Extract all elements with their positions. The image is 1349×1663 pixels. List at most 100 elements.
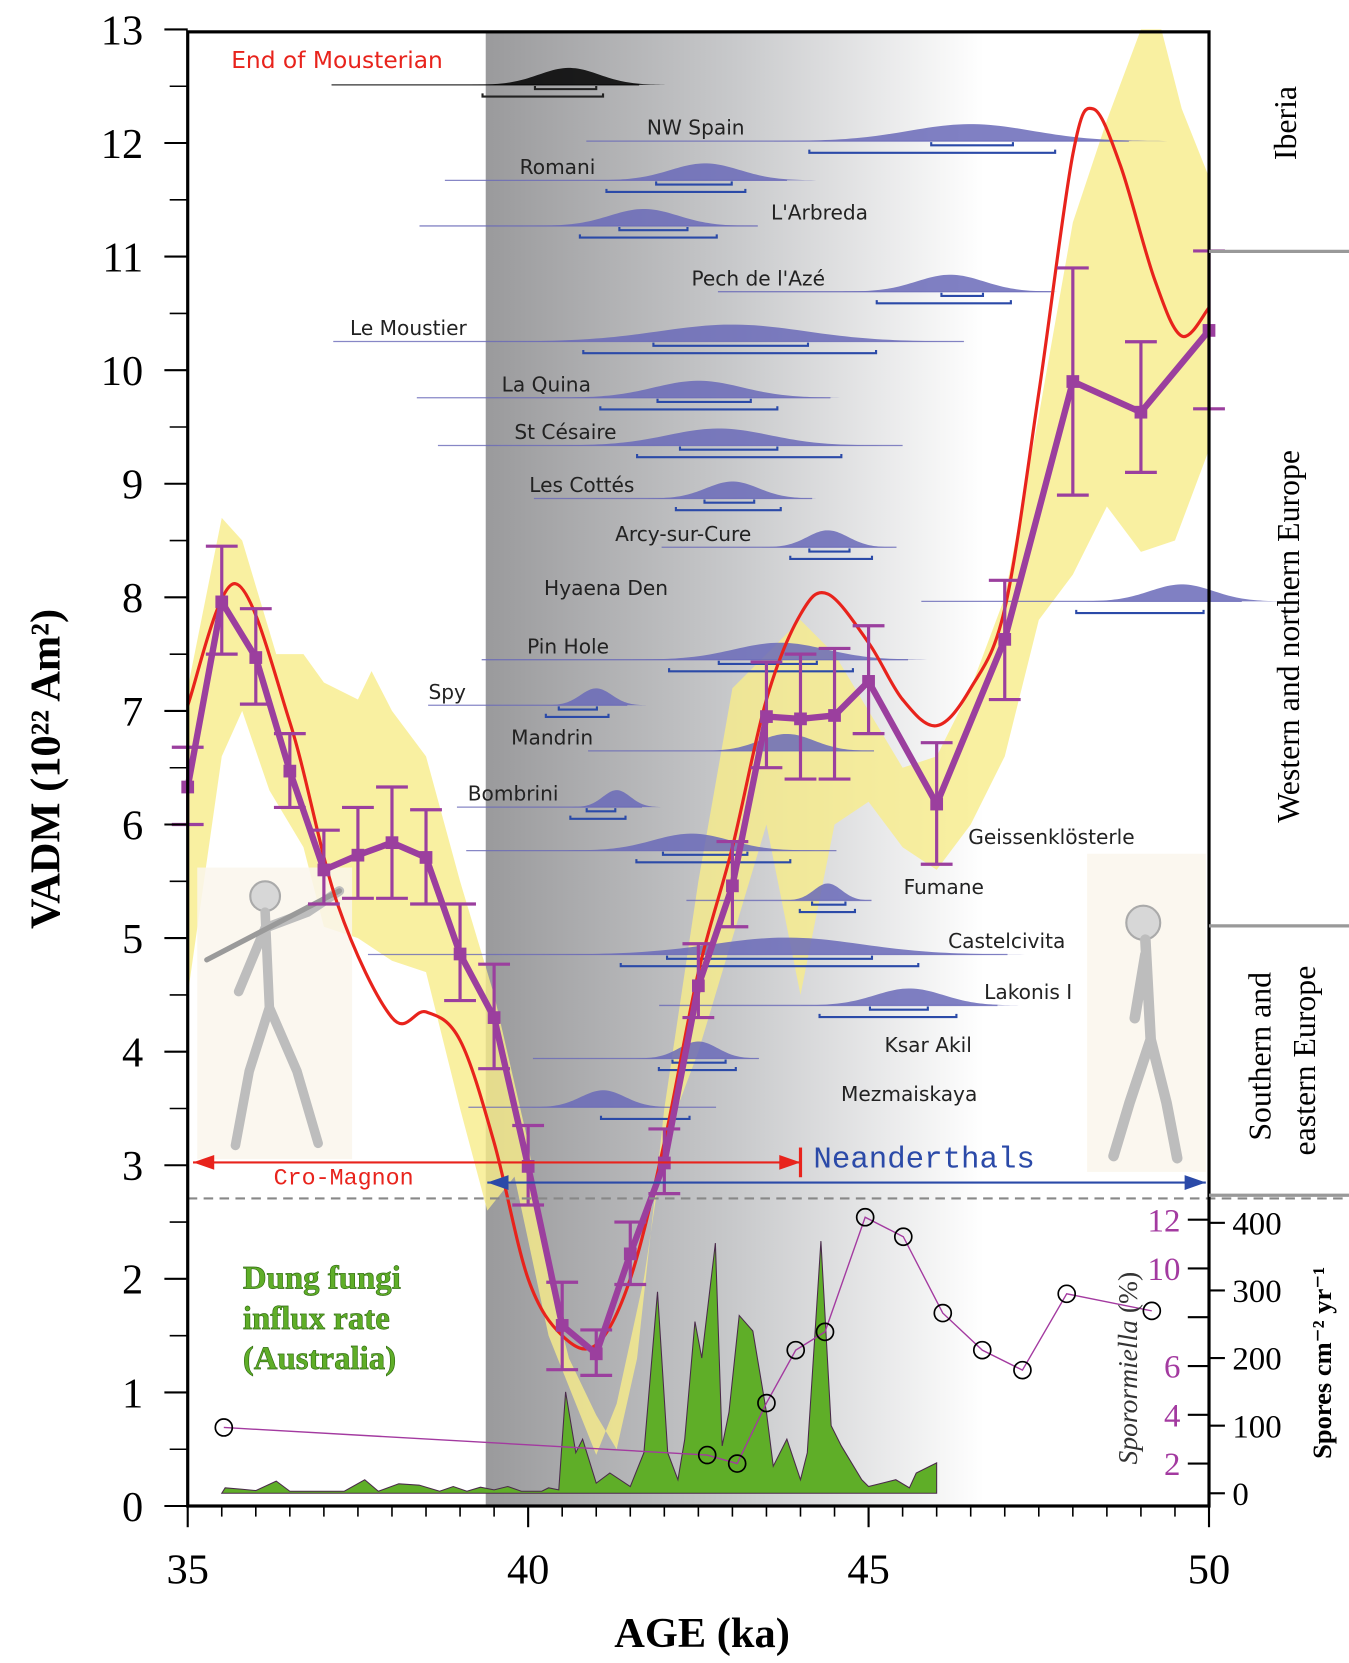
- vadm-point-24: [1134, 405, 1148, 419]
- site-2sigma-bar-11: [544, 713, 610, 719]
- vadm-point-20: [862, 675, 875, 688]
- site-2sigma-bar-10: [668, 668, 854, 673]
- sporormiella-tick-label-2: 6: [1164, 1350, 1180, 1386]
- y-tick-label-4: 4: [122, 1030, 143, 1077]
- site-label-2: L'Arbreda: [771, 201, 868, 225]
- site-distribution-17: [799, 988, 1019, 1006]
- site-2sigma-bar-9: [1075, 609, 1205, 615]
- cro-magnon-range: Cro-Magnon: [193, 1147, 803, 1193]
- site-1sigma-bar-18: [671, 1059, 727, 1064]
- sporormiella-point-0: [214, 1418, 234, 1437]
- dung-fungi-label-line2: influx rate: [243, 1301, 390, 1337]
- y-tick-label-6: 6: [122, 802, 143, 849]
- site-2sigma-bar-6: [636, 453, 843, 459]
- site-1sigma-bar-8: [808, 548, 851, 553]
- site-2sigma-bar-7: [674, 506, 782, 512]
- vadm-point-13: [623, 1247, 637, 1261]
- site-distribution-12: [699, 733, 875, 751]
- site-label-15: Fumane: [904, 875, 984, 899]
- site-distribution-6: [555, 428, 883, 446]
- site-distribution-16: [548, 937, 1025, 955]
- site-2sigma-bar-end-of-mousterian: [481, 93, 605, 98]
- site-distribution-10: [632, 642, 928, 660]
- site-distribution-8: [762, 530, 894, 548]
- vadm-point-1: [215, 595, 229, 609]
- x-tick-label-3: 50: [1188, 1546, 1230, 1593]
- vadm-point-19: [828, 709, 841, 722]
- site-distribution-3: [842, 274, 1058, 292]
- vadm-point-12: [589, 1347, 603, 1361]
- sporormiella-tick-label-1: 4: [1164, 1398, 1180, 1434]
- sporormiella-point-4: [786, 1340, 806, 1360]
- neanderthals-range: Neanderthals: [487, 1143, 1206, 1190]
- site-2sigma-bar-0: [808, 149, 1057, 154]
- site-distribution-1: [594, 163, 817, 181]
- vadm-point-22: [998, 632, 1012, 646]
- end-of-mousterian-label: End of Mousterian: [231, 46, 443, 74]
- site-2sigma-bar-1: [605, 188, 747, 194]
- vadm-point-6: [385, 836, 399, 850]
- site-1sigma-bar-1: [655, 181, 733, 186]
- spores-tick-label-0: 0: [1232, 1477, 1248, 1513]
- site-2sigma-bar-19: [599, 1115, 691, 1120]
- site-label-1: Romani: [520, 155, 596, 179]
- site-label-6: St Césaire: [514, 420, 616, 444]
- site-distribution-14: [568, 833, 815, 851]
- site-1sigma-bar-16: [665, 955, 874, 960]
- y-tick-label-8: 8: [122, 575, 143, 622]
- site-label-9: Hyaena Den: [544, 576, 668, 600]
- x-tick-label-2: 45: [847, 1546, 889, 1593]
- site-label-17: Lakonis I: [984, 980, 1072, 1004]
- site-label-13: Bombrini: [468, 782, 559, 806]
- y-tick-label-1: 1: [122, 1370, 143, 1417]
- site-label-14: Geissenklösterle: [968, 825, 1134, 849]
- dung-fungi-label: Dung fungi influx rate (Australia): [243, 1260, 402, 1377]
- site-2sigma-bar-17: [818, 1013, 958, 1019]
- site-2sigma-bar-8: [789, 555, 874, 561]
- vadm-point-17: [760, 710, 773, 723]
- site-2sigma-bar-5: [599, 406, 779, 411]
- neanderthals-label: Neanderthals: [813, 1143, 1034, 1178]
- site-label-18: Ksar Akil: [884, 1033, 971, 1057]
- site-distribution-19: [532, 1090, 674, 1108]
- site-2sigma-bar-3: [875, 300, 1012, 305]
- site-1sigma-bar-6: [678, 446, 779, 451]
- site-distribution-9: [1079, 584, 1284, 602]
- site-distribution-4: [498, 324, 967, 342]
- spores-tick-label-2: 200: [1232, 1342, 1281, 1378]
- vadm-point-7: [419, 851, 433, 864]
- site-distribution-13: [572, 790, 661, 808]
- site-label-0: NW Spain: [647, 116, 745, 140]
- spores-tick-label-1: 100: [1232, 1409, 1281, 1445]
- vadm-point-23: [1066, 375, 1080, 388]
- y-tick-label-12: 12: [101, 121, 143, 168]
- sporormiella-point-8: [933, 1303, 953, 1323]
- dung-fungi-area: [220, 1241, 938, 1494]
- site-label-4: Le Moustier: [350, 316, 468, 340]
- site-1sigma-bar-2: [618, 226, 689, 232]
- site-2sigma-bar-4: [582, 350, 878, 355]
- site-1sigma-bar-end-of-mousterian: [533, 85, 598, 91]
- vadm-point-8: [453, 947, 467, 961]
- site-1sigma-bar-5: [656, 398, 752, 404]
- sporormiella-point-1: [697, 1445, 717, 1465]
- site-2sigma-bar-16: [619, 963, 920, 968]
- sporormiella-line: [223, 1216, 1152, 1465]
- sporormiella-tick-label-0: 2: [1164, 1447, 1180, 1483]
- site-label-11: Spy: [428, 680, 466, 704]
- site-label-12: Mandrin: [511, 726, 593, 750]
- site-1sigma-bar-13: [585, 808, 617, 813]
- y-tick-label-2: 2: [122, 1257, 143, 1304]
- site-distribution-end-of-mousterian: [472, 67, 666, 85]
- spores-axis-label: Spores cm⁻² yr⁻¹: [1307, 1267, 1337, 1459]
- spores-tick-label-3: 300: [1232, 1274, 1281, 1310]
- sporormiella-point-7: [893, 1227, 913, 1247]
- vadm-point-3: [283, 764, 297, 778]
- site-1sigma-bar-7: [703, 499, 756, 504]
- site-label-7: Les Cottés: [529, 473, 634, 497]
- vadm-point-2: [249, 651, 263, 664]
- sporormiella-axis-label: Sporormiella (%): [1112, 1272, 1143, 1465]
- vadm-point-18: [794, 712, 807, 726]
- region-western-northern-europe: Western and northern Europe: [1271, 450, 1306, 823]
- vadm-point-4: [317, 863, 331, 877]
